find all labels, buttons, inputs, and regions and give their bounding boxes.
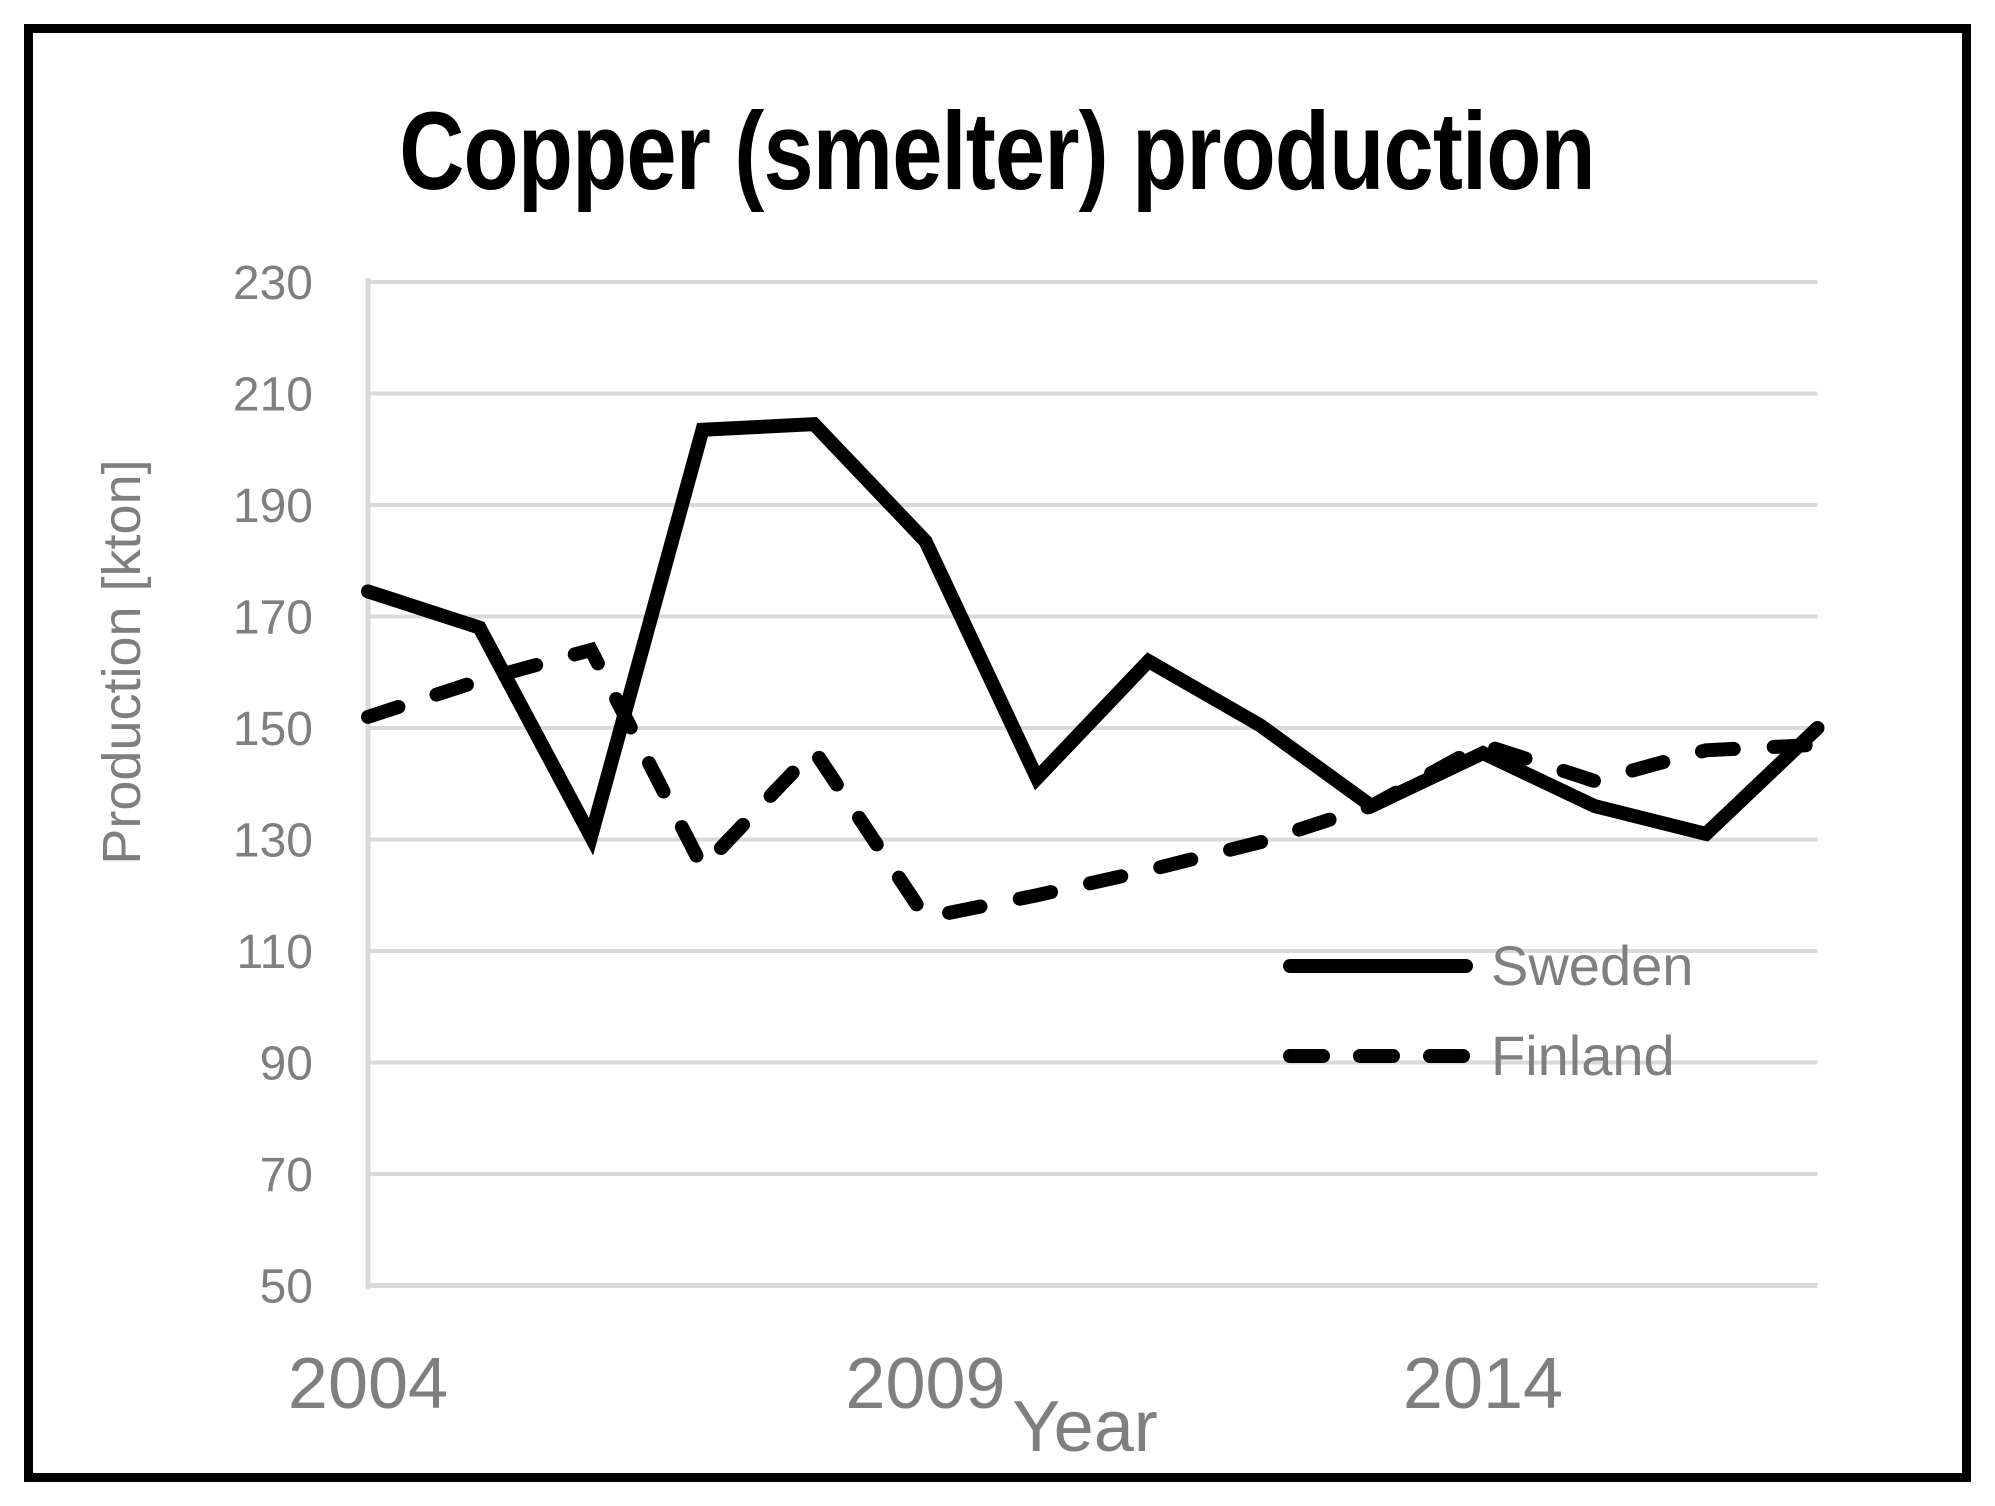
legend-finland-label: Finland [1491, 1024, 1675, 1087]
legend-sweden-label: Sweden [1491, 934, 1694, 997]
y-tick-label-70: 70 [260, 1149, 313, 1202]
chart-title: Copper (smelter) production [0, 88, 1995, 215]
legend-sweden-line-sample [1283, 959, 1473, 973]
legend-finland-line-sample [1283, 1049, 1473, 1063]
y-tick-label-50: 50 [260, 1260, 313, 1313]
legend: Sweden Finland [1283, 935, 1693, 1087]
outer-border-frame [24, 24, 1971, 1482]
series-sweden-line [361, 417, 1825, 856]
legend-item-finland: Finland [1283, 1025, 1693, 1087]
y-tick-label-170: 170 [233, 591, 313, 644]
y-tick-label-90: 90 [260, 1037, 313, 1090]
series-finland-line [361, 641, 1825, 926]
y-tick-label-190: 190 [233, 480, 313, 533]
y-tick-label-230: 230 [233, 257, 313, 310]
y-tick-label-130: 130 [233, 814, 313, 867]
y-tick-label-150: 150 [233, 703, 313, 756]
x-tick-label-2004: 2004 [288, 1344, 448, 1424]
x-tick-label-2014: 2014 [1403, 1344, 1563, 1424]
y-tick-label-110: 110 [236, 926, 313, 979]
legend-item-sweden: Sweden [1283, 935, 1693, 997]
x-axis-title: Year [1012, 1387, 1158, 1467]
y-tick-label-210: 210 [233, 368, 313, 421]
chart-title-text: Copper (smelter) production [399, 90, 1596, 213]
x-tick-label-2009: 2009 [845, 1344, 1005, 1424]
